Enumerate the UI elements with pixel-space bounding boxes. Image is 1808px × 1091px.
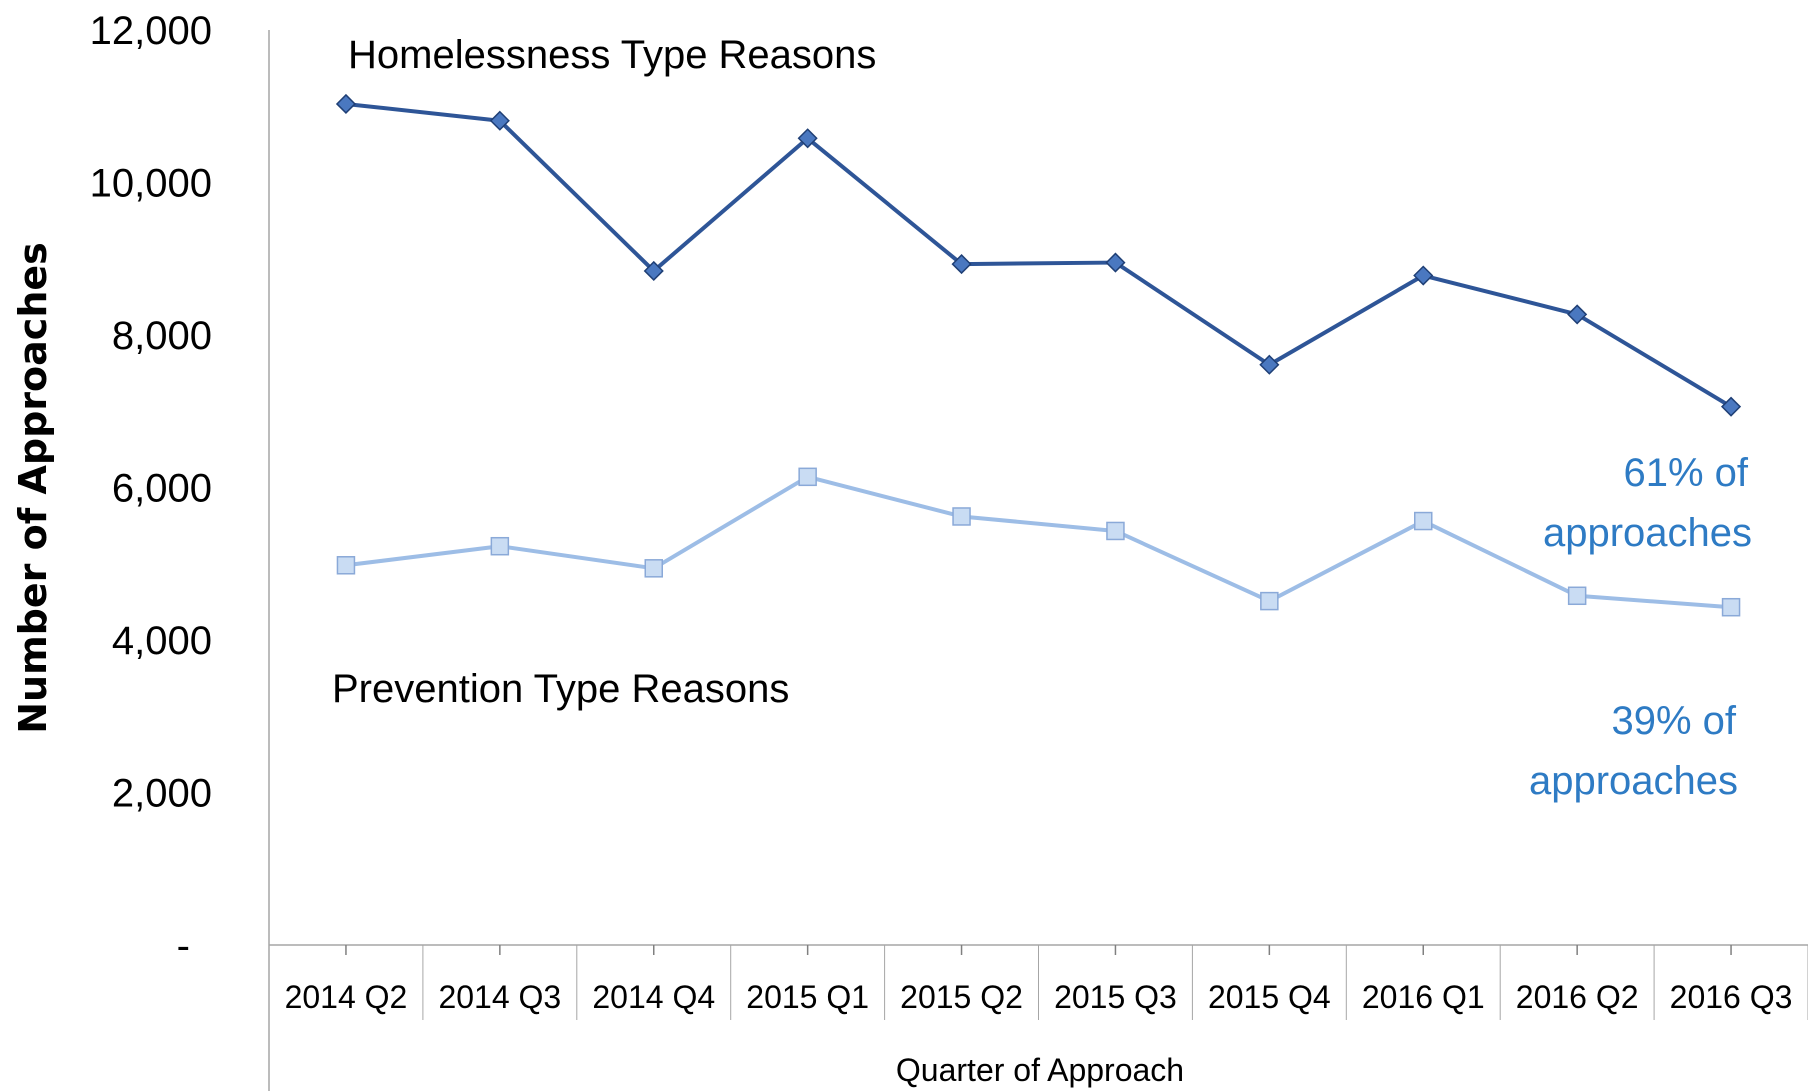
data-point-marker xyxy=(1567,304,1588,325)
x-tick-label: 2014 Q2 xyxy=(285,979,408,1015)
annotation-homelessness-line2: approaches xyxy=(1543,511,1752,555)
x-tick-label: 2015 Q4 xyxy=(1208,979,1331,1015)
y-axis: 12,000 10,000 8,000 6,000 4,000 2,000 - xyxy=(90,9,270,1091)
series-line xyxy=(345,474,1732,610)
data-point-marker xyxy=(490,536,510,556)
data-point-marker xyxy=(1105,252,1126,273)
data-point-marker xyxy=(1106,521,1125,541)
data-point-marker xyxy=(336,556,356,575)
y-tick-label: 8,000 xyxy=(112,314,212,358)
data-point-marker xyxy=(643,260,664,282)
y-tick-label: 12,000 xyxy=(90,9,212,53)
y-tick-label: 6,000 xyxy=(112,467,212,511)
x-tick-label: 2015 Q2 xyxy=(900,979,1023,1015)
y-tick-label: 2,000 xyxy=(112,772,212,816)
data-point-marker xyxy=(1259,354,1280,375)
x-tick-label: 2016 Q2 xyxy=(1516,979,1639,1015)
data-point-marker xyxy=(798,467,817,487)
y-tick-label: 10,000 xyxy=(90,162,212,206)
x-tick-label: 2015 Q1 xyxy=(746,979,869,1015)
y-tick-label: - xyxy=(177,924,190,968)
data-point-marker xyxy=(1567,586,1587,606)
series-label-prevention: Prevention Type Reasons xyxy=(332,667,789,711)
data-point-marker xyxy=(1414,511,1433,531)
x-tick-label: 2016 Q1 xyxy=(1362,979,1485,1015)
series-layer xyxy=(335,93,1742,617)
annotation-homelessness-line1: 61% of xyxy=(1623,451,1748,495)
x-tick-label: 2014 Q4 xyxy=(592,979,715,1015)
y-axis-title: Number of Approaches xyxy=(11,242,55,734)
data-point-marker xyxy=(644,559,663,578)
data-point-marker xyxy=(797,128,818,149)
x-tick-label: 2014 Q3 xyxy=(438,979,561,1015)
data-point-marker xyxy=(489,110,510,131)
data-point-marker xyxy=(1721,597,1741,617)
series-label-homelessness: Homelessness Type Reasons xyxy=(348,33,876,77)
series-homelessness xyxy=(335,93,1742,417)
y-tick-label: 4,000 xyxy=(112,619,212,663)
data-point-marker xyxy=(952,507,971,526)
x-tick-label: 2016 Q3 xyxy=(1670,979,1793,1015)
x-axis-title: Quarter of Approach xyxy=(896,1052,1184,1088)
annotation-prevention-line1: 39% of xyxy=(1611,699,1736,743)
data-point-marker xyxy=(1260,591,1279,611)
x-axis: 2014 Q2 2014 Q3 2014 Q4 2015 Q1 2015 Q2 2015 … xyxy=(269,944,1808,1020)
data-point-marker xyxy=(335,93,357,115)
series-line xyxy=(345,101,1733,409)
x-tick-label: 2015 Q3 xyxy=(1054,979,1177,1015)
data-point-marker xyxy=(1413,265,1434,286)
data-point-marker xyxy=(951,254,972,275)
annotation-prevention-line2: approaches xyxy=(1529,759,1738,803)
series-prevention xyxy=(336,467,1741,617)
data-point-marker xyxy=(1720,396,1742,417)
